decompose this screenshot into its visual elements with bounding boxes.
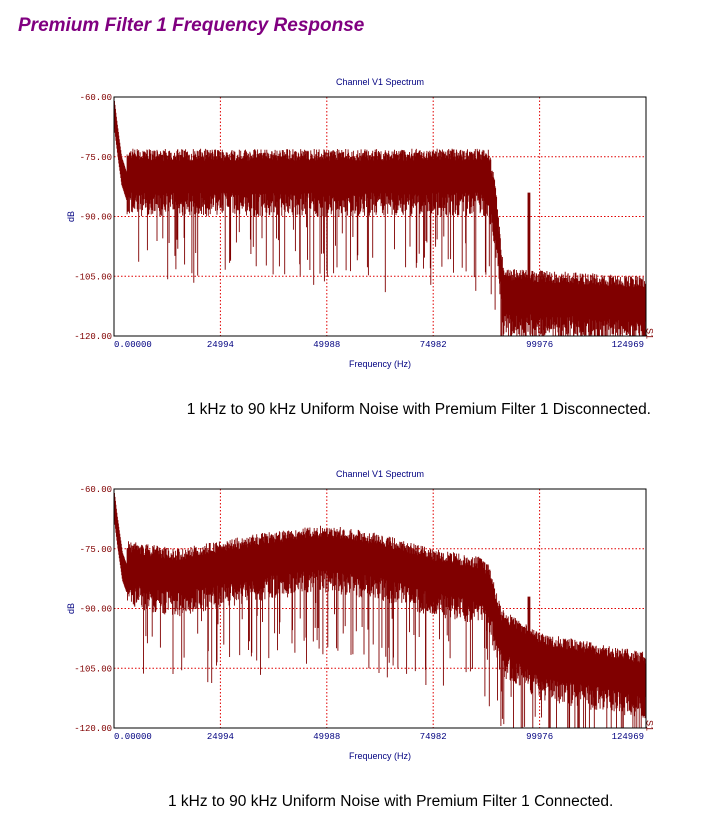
chart-title: Channel V1 Spectrum <box>336 469 424 479</box>
x-tick-label: 124969 <box>612 340 644 350</box>
x-tick-label: 99976 <box>526 732 553 742</box>
x-tick-label: 0.00000 <box>114 732 152 742</box>
y-tick-label: -75.00 <box>80 545 112 555</box>
y-tick-label: -105.00 <box>74 272 112 282</box>
y-tick-label: -75.00 <box>80 153 112 163</box>
caption-connected: 1 kHz to 90 kHz Uniform Noise with Premi… <box>168 793 614 810</box>
spectrum-chart-connected: Channel V1 Spectrum -60.00 -75.00 -90.00 -10… <box>66 469 655 761</box>
y-tick-label: -105.00 <box>74 664 112 674</box>
x-tick-label: 24994 <box>207 340 234 350</box>
plot-frame <box>113 96 647 337</box>
x-tick-label: 124969 <box>612 732 644 742</box>
x-tick-label: 0.00000 <box>114 340 152 350</box>
series-label: S1 <box>645 720 655 731</box>
x-tick-label: 99976 <box>526 340 553 350</box>
y-axis-label: dB <box>66 211 76 222</box>
x-tick-label: 74982 <box>420 732 447 742</box>
y-tick-label: -90.00 <box>80 605 112 615</box>
page-title: Premium Filter 1 Frequency Response <box>18 15 365 36</box>
y-tick-label: -120.00 <box>74 332 112 342</box>
x-tick-label: 24994 <box>207 732 234 742</box>
y-tick-label: -60.00 <box>80 93 112 103</box>
x-tick-label: 49988 <box>313 340 340 350</box>
plot-frame <box>113 488 647 729</box>
chart-title: Channel V1 Spectrum <box>336 77 424 87</box>
y-axis-label: dB <box>66 603 76 614</box>
y-tick-label: -120.00 <box>74 724 112 734</box>
x-tick-label: 49988 <box>313 732 340 742</box>
x-axis-label: Frequency (Hz) <box>349 751 411 761</box>
series-label: S1 <box>645 328 655 339</box>
y-tick-label: -60.00 <box>80 485 112 495</box>
spectrum-chart-disconnected: Channel V1 Spectrum -60.00 -75.00 -90.00 -10… <box>66 77 655 369</box>
x-axis-label: Frequency (Hz) <box>349 359 411 369</box>
caption-disconnected: 1 kHz to 90 kHz Uniform Noise with Premi… <box>186 401 651 418</box>
x-tick-label: 74982 <box>420 340 447 350</box>
y-tick-label: -90.00 <box>80 213 112 223</box>
